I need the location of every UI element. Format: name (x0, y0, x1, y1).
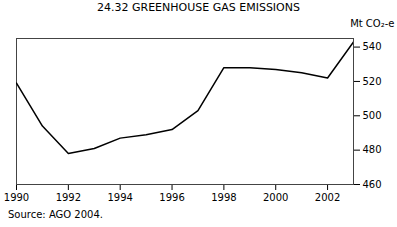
svg-text:2000: 2000 (263, 192, 288, 203)
svg-text:540: 540 (363, 41, 382, 52)
html-text:Source: AGO 2004.: Source: AGO 2004. (8, 209, 103, 220)
svg-text:500: 500 (363, 110, 382, 121)
svg-text:1998: 1998 (211, 192, 236, 203)
svg-text:480: 480 (363, 144, 382, 155)
svg-text:520: 520 (363, 76, 382, 87)
svg-text:Mt CO₂-e: Mt CO₂-e (350, 18, 394, 29)
svg-text:1990: 1990 (4, 192, 29, 203)
svg-text:1992: 1992 (56, 192, 81, 203)
svg-text:1996: 1996 (159, 192, 184, 203)
svg-text:2002: 2002 (315, 192, 340, 203)
svg-text:460: 460 (363, 179, 382, 190)
html-text:24.32 GREENHOUSE GAS EMISSIONS: 24.32 GREENHOUSE GAS EMISSIONS (97, 1, 300, 14)
svg-text:1994: 1994 (107, 192, 132, 203)
